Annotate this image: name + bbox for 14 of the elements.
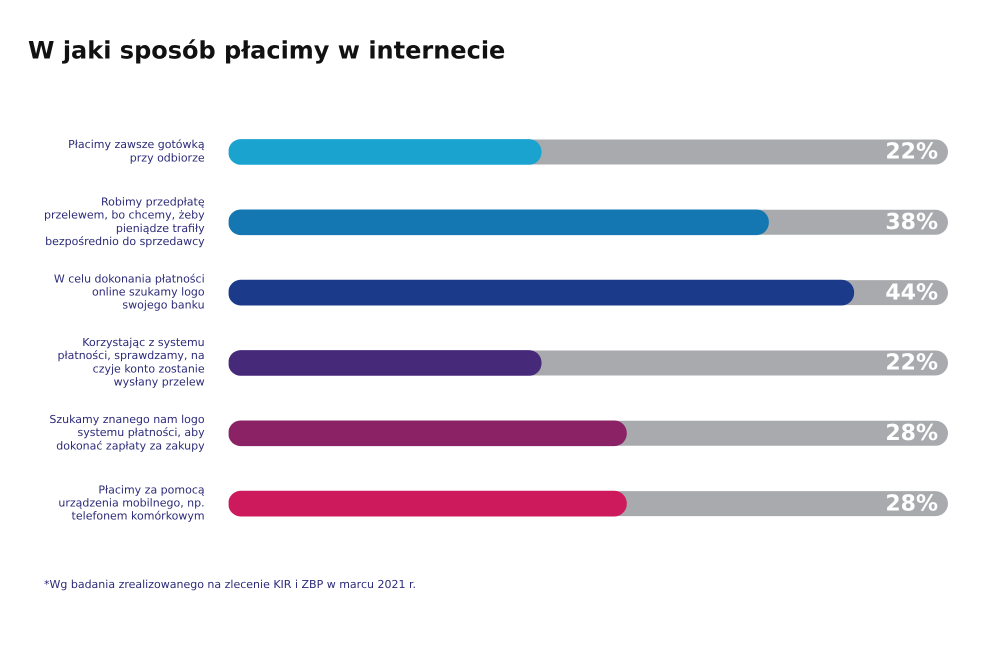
text: *Wg badania zrealizowanego na zlecenie KIR i ZBP w marcu 2021 r. <box>44 578 417 591</box>
data-label: 44% <box>885 280 938 306</box>
data-label: 28% <box>885 491 938 516</box>
data-label: 22% <box>885 140 938 165</box>
data-label: 38% <box>885 210 938 236</box>
y-tick-label: Płacimy za pomocą urządzenia mobilnego, np. telefonem komórkowym <box>58 483 205 523</box>
y-tick-label: Płacimy zawsze gotówką przy odbiorze <box>68 138 205 164</box>
y-tick-label: Robimy przedpłatę przelewem, bo chcemy, żeby pieniądze trafiły bezpośrednio do sprzedawcy <box>44 195 206 248</box>
data-label: 22% <box>885 350 938 376</box>
chart-title: W jaki sposób płacimy w internecie <box>28 36 506 65</box>
data-label: 28% <box>885 421 938 446</box>
y-tick-label: Korzystając z systemu płatności, sprawdzamy, na czyje konto zostanie wysłany przelew <box>58 336 205 389</box>
y-tick-label: Szukamy znanego nam logo systemu płatności, aby dokonać zapłaty za zakupy <box>49 412 206 452</box>
y-tick-label: W celu dokonania płatności online szukamy logo swojego banku <box>54 272 205 312</box>
